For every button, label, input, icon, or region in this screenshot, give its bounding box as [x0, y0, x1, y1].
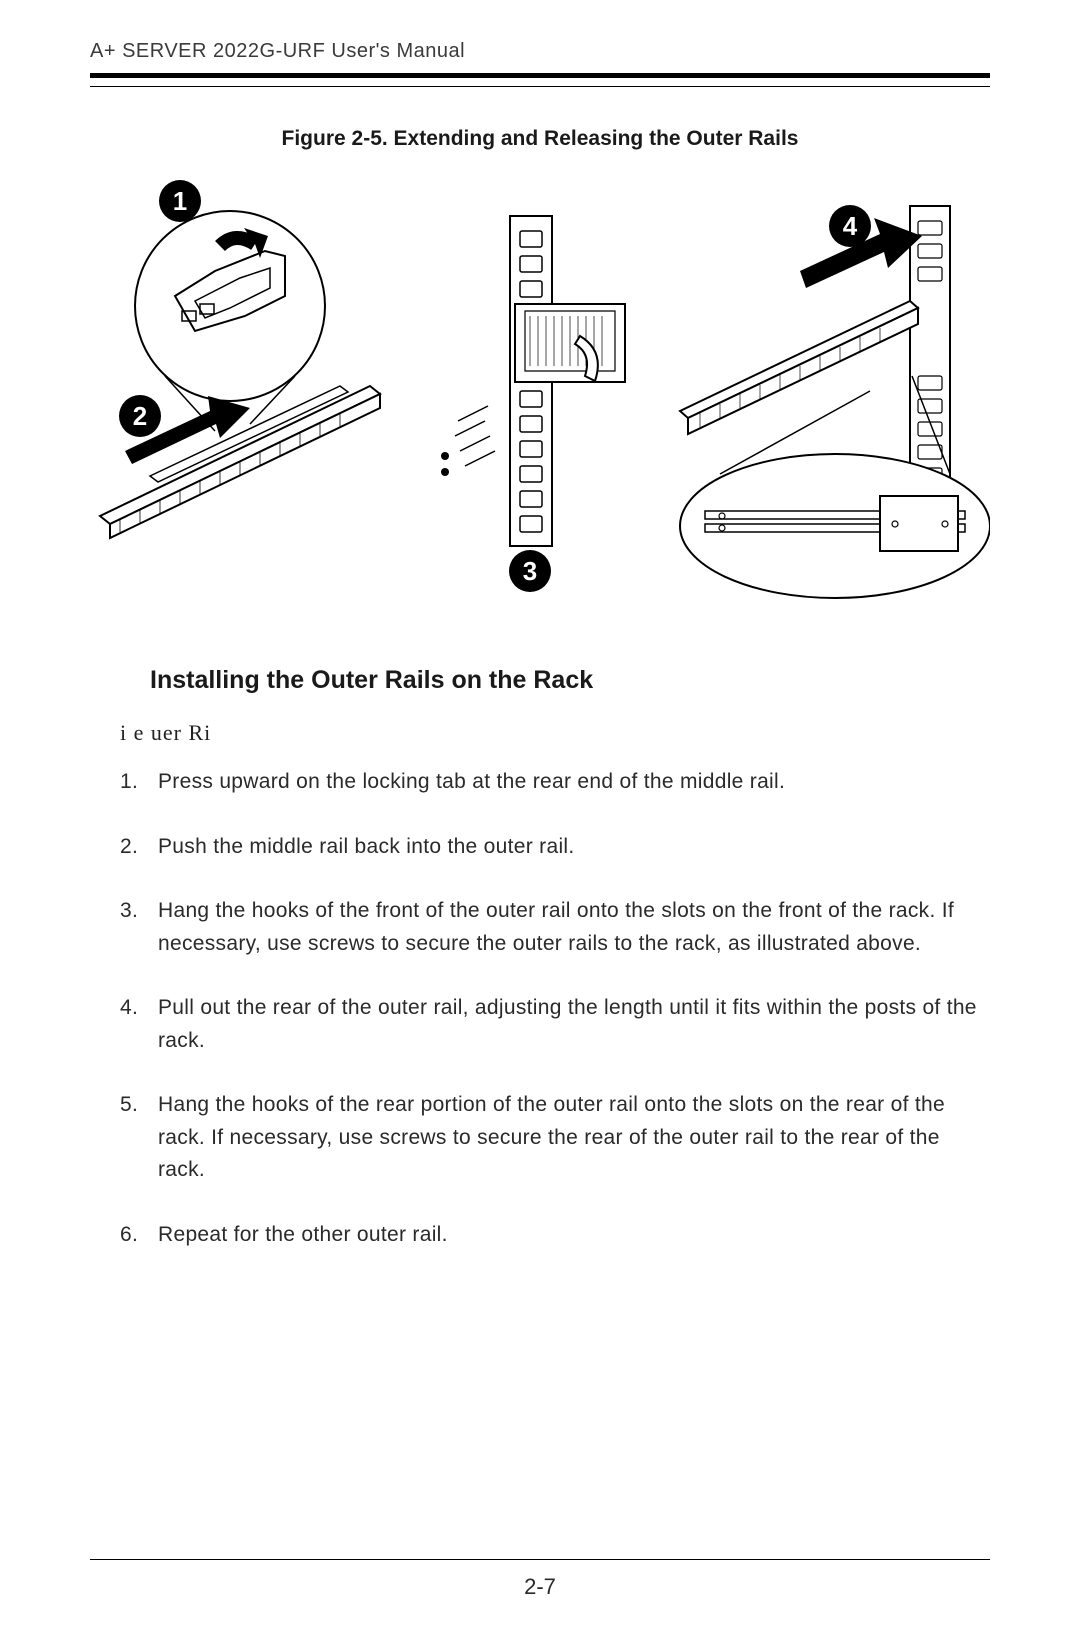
header-rule-thick	[90, 73, 990, 78]
panel-3: 4	[680, 205, 990, 598]
header-text: A+ SERVER 2022G-URF User's Manual	[90, 40, 990, 73]
step-item: Press upward on the locking tab at the r…	[120, 766, 990, 799]
section-heading: Installing the Outer Rails on the Rack	[150, 666, 990, 695]
callout-4: 4	[843, 211, 858, 241]
step-item: Hang the hooks of the rear portion of th…	[120, 1089, 990, 1187]
header-rule-thin	[90, 86, 990, 87]
callout-2: 2	[133, 401, 147, 431]
callout-1: 1	[173, 186, 187, 216]
page-number: 2-7	[0, 1574, 1080, 1600]
footer-rule	[90, 1559, 990, 1560]
step-item: Pull out the rear of the outer rail, adj…	[120, 992, 990, 1057]
intro-line: i e uer Ri	[120, 720, 990, 746]
step-item: Repeat for the other outer rail.	[120, 1219, 990, 1252]
panel-2: 3	[441, 216, 625, 592]
panel-1: 1 2	[100, 180, 380, 538]
steps-list: Press upward on the locking tab at the r…	[120, 766, 990, 1251]
step-item: Push the middle rail back into the outer…	[120, 831, 990, 864]
figure-illustration: 1 2	[90, 176, 990, 616]
figure-caption: Figure 2-5. Extending and Releasing the …	[90, 127, 990, 151]
callout-3: 3	[523, 556, 537, 586]
step-item: Hang the hooks of the front of the outer…	[120, 895, 990, 960]
figure-area: 1 2	[90, 176, 990, 616]
